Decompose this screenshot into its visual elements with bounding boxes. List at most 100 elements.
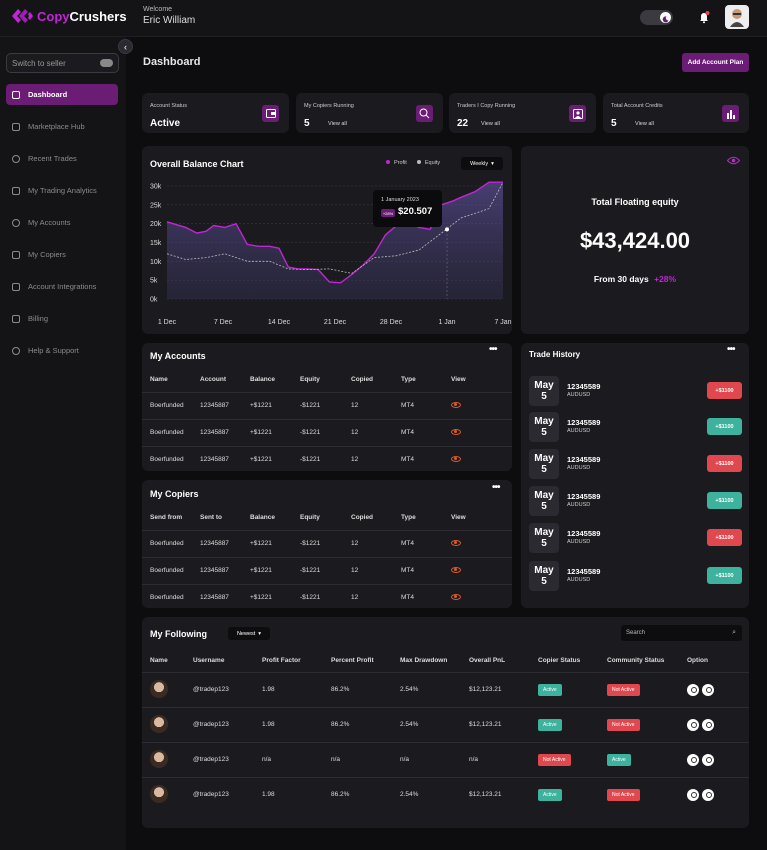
col-header: Equity <box>292 506 343 531</box>
sidebar-item-recent-trades[interactable]: Recent Trades <box>6 148 118 169</box>
eye-icon[interactable] <box>727 156 740 165</box>
eye-icon[interactable] <box>702 683 714 696</box>
avatar <box>150 714 168 733</box>
col-header: Profit Factor <box>254 650 323 673</box>
trade-history-item[interactable]: May 5 12345589 AUDUSD +$1100 <box>529 376 742 406</box>
col-header: Name <box>142 368 192 393</box>
search-user-icon <box>416 105 433 122</box>
cell-username: @tradep123 <box>193 791 229 799</box>
view-all-link[interactable]: View all <box>635 121 654 127</box>
legend-profit: Profit <box>386 160 407 166</box>
trade-history-item[interactable]: May 5 12345589 AUDUSD +$1100 <box>529 561 742 591</box>
stat-label: Traders I Copy Running <box>457 103 516 109</box>
sidebar-item-my-accounts[interactable]: My Accounts <box>6 212 118 233</box>
switch-to-seller-toggle[interactable]: Switch to seller <box>6 53 119 73</box>
logo-text-part1: Copy <box>37 8 70 24</box>
y-tick-label: 20k <box>150 221 162 228</box>
dashboard-icon <box>12 90 20 99</box>
view-all-link[interactable]: View all <box>328 121 347 127</box>
community-status-badge: Not Active <box>607 683 640 696</box>
stat-card-account-status: Account Status Active <box>142 93 289 133</box>
cell-copied: 12 <box>351 456 359 464</box>
trade-history-item[interactable]: May 5 12345589 AUDUSD +$1100 <box>529 523 742 553</box>
sidebar-item-help-support[interactable]: Help & Support <box>6 340 118 361</box>
user-option-icon[interactable] <box>687 718 699 731</box>
cell-type: MT4 <box>401 456 414 464</box>
col-header: Copied <box>343 506 393 531</box>
sidebar-item-dashboard[interactable]: Dashboard <box>6 84 118 105</box>
cell-copied: 12 <box>351 594 359 602</box>
my-copiers-title: My Copiers <box>150 489 199 499</box>
eye-icon[interactable] <box>702 788 714 801</box>
bell-icon[interactable] <box>697 10 711 24</box>
sidebar-item-my-copiers[interactable]: My Copiers <box>6 244 118 265</box>
avatar <box>150 749 168 768</box>
sidebar-item-billing[interactable]: Billing <box>6 308 118 329</box>
sidebar-item-label: Recent Trades <box>28 154 77 163</box>
chevron-left-icon: ‹ <box>124 41 127 52</box>
table-row: @tradep123 1.98 86.2% 2.54% $12,123.21 Active… <box>142 777 749 812</box>
trade-amount-badge: +$1100 <box>707 382 742 399</box>
user-option-icon[interactable] <box>687 683 699 696</box>
table-row: @tradep123 1.98 86.2% 2.54% $12,123.21 Active… <box>142 672 749 708</box>
floating-equity-value: $43,424.00 <box>579 228 691 253</box>
y-tick-label: 5k <box>150 278 158 285</box>
cell-sent-to: 12345887 <box>200 594 229 602</box>
trade-id: 12345589 <box>567 529 601 538</box>
sidebar <box>0 37 126 850</box>
sidebar-item-label: Help & Support <box>28 346 79 355</box>
theme-toggle[interactable] <box>640 10 673 25</box>
user-avatar[interactable] <box>725 5 749 29</box>
eye-icon[interactable] <box>702 753 714 766</box>
table-row: Boerfunded 12345887 +$1221 -$1221 12 MT4 <box>142 419 512 447</box>
search-input[interactable]: Search ⌕ <box>621 625 742 641</box>
eye-icon[interactable] <box>702 718 714 731</box>
table-row: @tradep123 n/a n/a n/a n/a Not Active Active <box>142 742 749 778</box>
trade-history-item[interactable]: May 5 12345589 AUDUSD +$1100 <box>529 449 742 479</box>
trade-date: May 5 <box>529 376 559 406</box>
y-tick-label: 30k <box>150 184 162 191</box>
collapse-sidebar-button[interactable]: ‹ <box>118 39 133 54</box>
sidebar-item-account-integrations[interactable]: Account Integrations <box>6 276 118 297</box>
floating-equity-period-row: From 30 days +28% <box>521 274 749 284</box>
trade-id: 12345589 <box>567 567 601 576</box>
cell-equity: -$1221 <box>292 530 343 558</box>
col-header: Name <box>142 650 185 673</box>
view-eye-icon[interactable] <box>451 455 461 462</box>
my-copiers-more-icon[interactable]: ••• <box>492 482 500 493</box>
user-option-icon[interactable] <box>687 788 699 801</box>
sidebar-item-label: Account Integrations <box>28 282 97 291</box>
sidebar-item-trading-analytics[interactable]: My Trading Analytics <box>6 180 118 201</box>
user-option-icon[interactable] <box>687 753 699 766</box>
sort-dropdown[interactable]: Newest ▾ <box>228 627 270 640</box>
cell-percent-profit: 86.2% <box>331 791 350 799</box>
x-tick-label: 7 Jan <box>494 319 511 326</box>
user-name: Eric William <box>143 15 196 26</box>
cell-type: MT4 <box>393 557 443 585</box>
cell-profit-factor: 1.98 <box>254 707 323 743</box>
trade-history-more-icon[interactable]: ••• <box>727 344 735 355</box>
card-icon <box>12 314 20 323</box>
cell-percent-profit: 86.2% <box>323 707 392 743</box>
stat-label: My Copiers Running <box>304 103 354 109</box>
view-eye-icon[interactable] <box>451 428 461 435</box>
cell-copied: 12 <box>343 392 393 420</box>
headset-icon <box>12 346 20 355</box>
view-eye-icon[interactable] <box>451 566 461 573</box>
sidebar-item-marketplace-hub[interactable]: Marketplace Hub <box>6 116 118 137</box>
col-header: Sent to <box>192 506 242 531</box>
period-dropdown[interactable]: Weekly ▾ <box>461 157 503 170</box>
view-eye-icon[interactable] <box>451 539 461 546</box>
stat-value: 22 <box>457 118 469 129</box>
view-all-link[interactable]: View all <box>481 121 500 127</box>
add-account-plan-button[interactable]: Add Account Plan <box>682 53 749 72</box>
cell-name: Boerfunded <box>150 456 184 464</box>
view-eye-icon[interactable] <box>451 593 461 600</box>
trade-history-item[interactable]: May 5 12345589 AUDUSD +$1100 <box>529 486 742 516</box>
cell-account: 12345887 <box>192 392 242 420</box>
y-tick-label: 0k <box>150 297 158 304</box>
trade-history-item[interactable]: May 5 12345589 AUDUSD +$1100 <box>529 412 742 442</box>
my-accounts-more-icon[interactable]: ••• <box>489 344 497 355</box>
logo[interactable]: Copy Crushers <box>11 8 127 24</box>
view-eye-icon[interactable] <box>451 401 461 408</box>
